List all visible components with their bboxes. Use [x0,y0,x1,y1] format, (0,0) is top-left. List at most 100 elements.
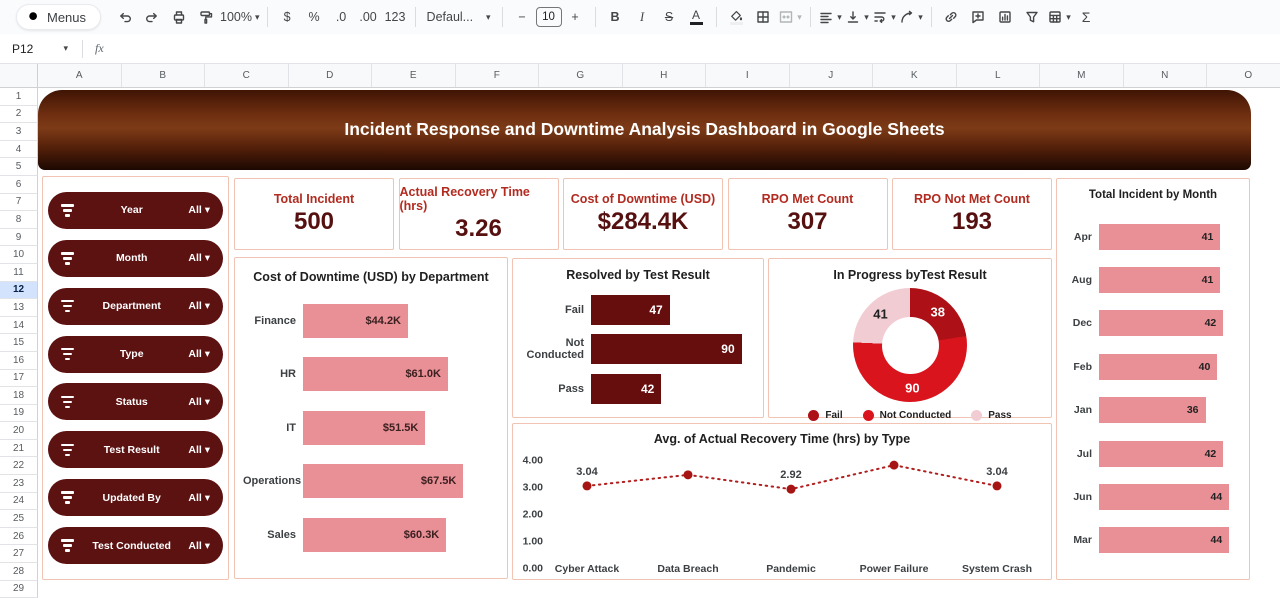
number-format-increase-decimal[interactable]: .00 [356,4,381,30]
column-header-O[interactable]: O [1207,64,1280,87]
horizontal-align-button[interactable]: ▾ [818,4,843,30]
column-header-F[interactable]: F [456,64,540,87]
increase-font-size-button[interactable]: + [563,4,588,30]
filter-value-dropdown[interactable]: All ▾ [188,540,210,552]
insert-chart-button[interactable] [993,4,1018,30]
row-header-23[interactable]: 23 [0,475,38,493]
chart-resolved-by-test-result[interactable]: Resolved by Test Result Fail47Not Conduc… [512,258,764,418]
row-header-15[interactable]: 15 [0,334,38,352]
table-views-button[interactable]: ▾ [1047,4,1072,30]
filter-type[interactable]: TypeAll ▾ [48,336,223,373]
column-header-C[interactable]: C [205,64,289,87]
filter-value-dropdown[interactable]: All ▾ [188,492,210,504]
merge-cells-button[interactable]: ▾ [778,4,803,30]
filter-test-conducted[interactable]: Test ConductedAll ▾ [48,527,223,564]
row-header-27[interactable]: 27 [0,545,38,563]
text-color-button[interactable]: A [684,4,709,30]
paint-format-button[interactable] [193,4,218,30]
row-header-28[interactable]: 28 [0,563,38,581]
row-header-20[interactable]: 20 [0,422,38,440]
column-header-E[interactable]: E [372,64,456,87]
chart-in-progress-by-test-result[interactable]: In Progress byTest Result 389041 FailNot… [768,258,1052,418]
text-rotation-button[interactable]: ▾ [899,4,924,30]
font-size-input[interactable]: 10 [536,7,562,27]
filter-value-dropdown[interactable]: All ▾ [188,348,210,360]
fill-color-button[interactable] [724,4,749,30]
row-header-7[interactable]: 7 [0,194,38,212]
filter-department[interactable]: DepartmentAll ▾ [48,288,223,325]
zoom-select[interactable]: 100%▾ [220,4,260,30]
column-header-I[interactable]: I [706,64,790,87]
row-header-25[interactable]: 25 [0,510,38,528]
row-header-11[interactable]: 11 [0,264,38,282]
filter-value-dropdown[interactable]: All ▾ [188,300,210,312]
redo-button[interactable] [139,4,164,30]
create-filter-button[interactable] [1020,4,1045,30]
filter-status[interactable]: StatusAll ▾ [48,383,223,420]
row-header-8[interactable]: 8 [0,211,38,229]
number-format-currency[interactable]: $ [275,4,300,30]
column-header-B[interactable]: B [122,64,206,87]
row-header-4[interactable]: 4 [0,141,38,159]
column-header-M[interactable]: M [1040,64,1124,87]
row-header-22[interactable]: 22 [0,457,38,475]
filter-value-dropdown[interactable]: All ▾ [188,204,210,216]
chart-cost-by-department[interactable]: Cost of Downtime (USD) by Department Fin… [234,257,508,579]
row-header-1[interactable]: 1 [0,88,38,106]
insert-link-button[interactable] [939,4,964,30]
kpi-card-5[interactable]: RPO Not Met Count193 [892,178,1052,250]
text-wrap-button[interactable]: ▾ [872,4,897,30]
bold-button[interactable]: B [603,4,628,30]
decrease-font-size-button[interactable]: − [510,4,535,30]
filter-value-dropdown[interactable]: All ▾ [188,444,210,456]
number-format-percent[interactable]: % [302,4,327,30]
filter-updated-by[interactable]: Updated ByAll ▾ [48,479,223,516]
row-header-14[interactable]: 14 [0,317,38,335]
filter-year[interactable]: YearAll ▾ [48,192,223,229]
column-header-N[interactable]: N [1124,64,1208,87]
row-header-26[interactable]: 26 [0,528,38,546]
column-header-H[interactable]: H [623,64,707,87]
name-box[interactable]: P12 ▾ [0,42,76,56]
row-header-3[interactable]: 3 [0,123,38,141]
insert-comment-button[interactable] [966,4,991,30]
number-format-more-formats[interactable]: 123 [383,4,408,30]
column-header-K[interactable]: K [873,64,957,87]
chart-avg-recovery-time-by-type[interactable]: Avg. of Actual Recovery Time (hrs) by Ty… [512,423,1052,580]
undo-button[interactable] [112,4,137,30]
borders-button[interactable] [751,4,776,30]
row-header-5[interactable]: 5 [0,158,38,176]
print-button[interactable] [166,4,191,30]
kpi-card-2[interactable]: Actual Recovery Time (hrs)3.26 [399,178,559,250]
filter-month[interactable]: MonthAll ▾ [48,240,223,277]
number-format-decrease-decimal[interactable]: .0 [329,4,354,30]
filter-value-dropdown[interactable]: All ▾ [188,252,210,264]
functions-button[interactable]: Σ [1074,4,1099,30]
font-select[interactable]: Defaul...▾ [423,4,495,30]
row-header-18[interactable]: 18 [0,387,38,405]
row-header-2[interactable]: 2 [0,106,38,124]
italic-button[interactable]: I [630,4,655,30]
row-header-10[interactable]: 10 [0,246,38,264]
menus-button[interactable]: Menus [16,4,101,30]
row-header-9[interactable]: 9 [0,229,38,247]
select-all-corner[interactable] [0,64,38,88]
filter-value-dropdown[interactable]: All ▾ [188,396,210,408]
row-header-13[interactable]: 13 [0,299,38,317]
row-header-16[interactable]: 16 [0,352,38,370]
row-header-6[interactable]: 6 [0,176,38,194]
column-header-J[interactable]: J [790,64,874,87]
column-header-A[interactable]: A [38,64,122,87]
row-header-24[interactable]: 24 [0,493,38,511]
kpi-card-1[interactable]: Total Incident500 [234,178,394,250]
column-header-G[interactable]: G [539,64,623,87]
chart-total-incident-by-month[interactable]: Total Incident by Month Apr41Aug41Dec42F… [1056,178,1250,580]
vertical-align-button[interactable]: ▾ [845,4,870,30]
row-header-12[interactable]: 12 [0,282,38,300]
row-header-29[interactable]: 29 [0,581,38,598]
strikethrough-button[interactable]: S [657,4,682,30]
kpi-card-4[interactable]: RPO Met Count307 [728,178,888,250]
row-header-19[interactable]: 19 [0,405,38,423]
row-header-17[interactable]: 17 [0,370,38,388]
column-header-D[interactable]: D [289,64,373,87]
